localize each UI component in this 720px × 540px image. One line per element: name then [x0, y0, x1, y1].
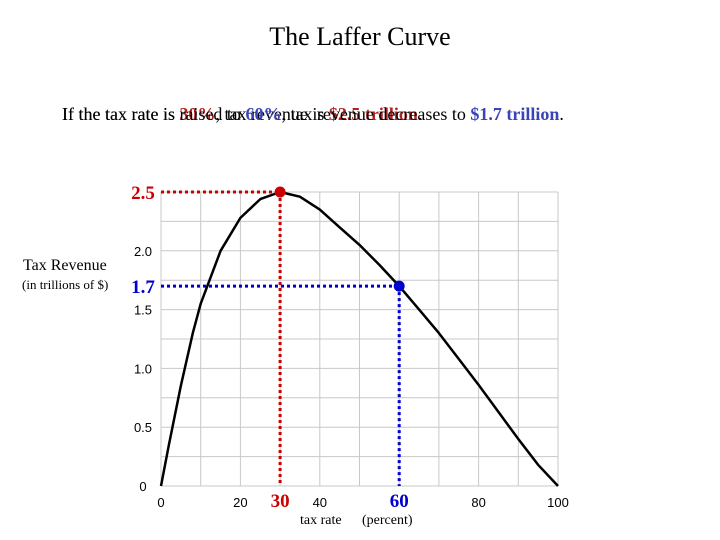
scenario-1-revenue: $2.5 trillion	[328, 104, 418, 124]
x-tick-label: 0	[157, 495, 164, 510]
y-tick-label: 0.5	[134, 420, 152, 435]
y-axis-unit: (in trillions of $)	[22, 277, 109, 292]
scenario-1-suffix: .	[417, 104, 423, 124]
scenario-2-rate: 60%	[245, 104, 282, 124]
scenario-1-middle: , tax revenue is	[215, 104, 329, 124]
scenario-1-rate: 30%	[179, 104, 216, 124]
highlight-guides	[161, 190, 401, 486]
highlight-x-label-2: 60	[390, 491, 409, 512]
highlight-y-label-2: 1.7	[131, 277, 155, 298]
y-tick-label: 0	[139, 479, 146, 494]
x-tick-label: 40	[313, 495, 327, 510]
highlight-point-1	[274, 186, 286, 198]
curve-layer	[159, 190, 559, 487]
x-tick-label: 100	[547, 495, 569, 510]
scenario-2-text: If the tax rate is raised to 60%, tax re…	[62, 104, 564, 125]
x-axis-unit: (percent)	[362, 513, 413, 528]
laffer-curve-line	[159, 190, 559, 487]
scenario-1-text: If the tax rate is 30%, tax revenue is $…	[62, 104, 422, 125]
highlight-y-label-1: 2.5	[131, 183, 155, 204]
scenario-1-prefix: If the tax rate is	[62, 104, 180, 124]
highlight-point-2	[393, 280, 405, 292]
scenario-2-prefix: If the tax rate is raised to	[62, 104, 246, 124]
y-axis-label: Tax Revenue	[23, 257, 107, 274]
scenario-2-suffix: .	[559, 104, 564, 124]
x-axis-label: tax rate	[300, 513, 342, 528]
highlight-x-label-1: 30	[271, 491, 290, 512]
scenario-2-middle: , tax revenue decreases to	[281, 104, 471, 124]
x-tick-label: 20	[233, 495, 247, 510]
y-tick-label: 1.0	[134, 361, 152, 376]
scenario-2-revenue: $1.7 trillion	[470, 104, 560, 124]
chart-grid	[160, 191, 559, 487]
chart-title: The Laffer Curve	[269, 22, 451, 51]
y-tick-label: 1.5	[134, 303, 152, 318]
x-tick-label: 80	[471, 495, 485, 510]
tick-labels: 0 20 40 80 100 0 0.5 1.0 1.5 2.0 2.5 30 1.7 60	[131, 183, 569, 512]
highlight-points	[274, 186, 405, 292]
y-tick-label: 2.0	[134, 244, 152, 259]
